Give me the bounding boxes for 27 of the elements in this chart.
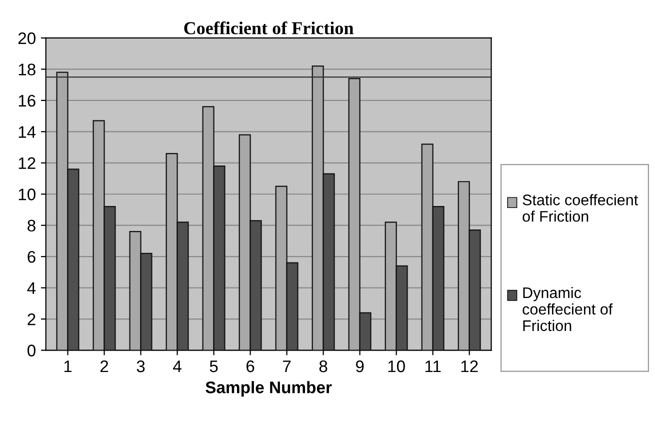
- legend-label: Dynamic coeffecient of Friction: [522, 286, 613, 332]
- y-tick-label: 18: [18, 64, 36, 76]
- x-axis-title: Sample Number: [206, 381, 332, 397]
- x-tick-label: 1: [64, 360, 72, 372]
- x-tick-label: 2: [100, 360, 108, 372]
- y-tick-label: 6: [28, 250, 36, 263]
- x-tick-label: 12: [461, 360, 478, 372]
- x-tick-label: 11: [425, 360, 441, 372]
- x-tick-label: 5: [210, 360, 218, 372]
- x-tick-label: 8: [319, 360, 328, 372]
- y-tick-label: 12: [18, 157, 36, 169]
- x-tick-label: 6: [246, 360, 254, 372]
- y-tick-label: 10: [18, 188, 36, 200]
- y-tick-label: 14: [18, 126, 36, 138]
- y-tick-label: 8: [28, 220, 36, 232]
- y-tick-label: 20: [18, 32, 36, 44]
- y-tick-label: 4: [27, 282, 36, 294]
- x-tick-label: 7: [283, 360, 291, 372]
- y-tick-label: 0: [28, 344, 36, 356]
- x-tick-label: 4: [173, 360, 182, 372]
- y-tick-label: 16: [18, 94, 36, 107]
- x-tick-label: 10: [388, 360, 405, 372]
- y-tick-label: 2: [28, 313, 36, 326]
- legend-label: Static coeffecient of Friction: [522, 194, 638, 222]
- chart-title: Coefficient of Friction: [184, 21, 354, 34]
- x-tick-label: 9: [356, 360, 364, 372]
- x-tick-label: 3: [136, 360, 145, 372]
